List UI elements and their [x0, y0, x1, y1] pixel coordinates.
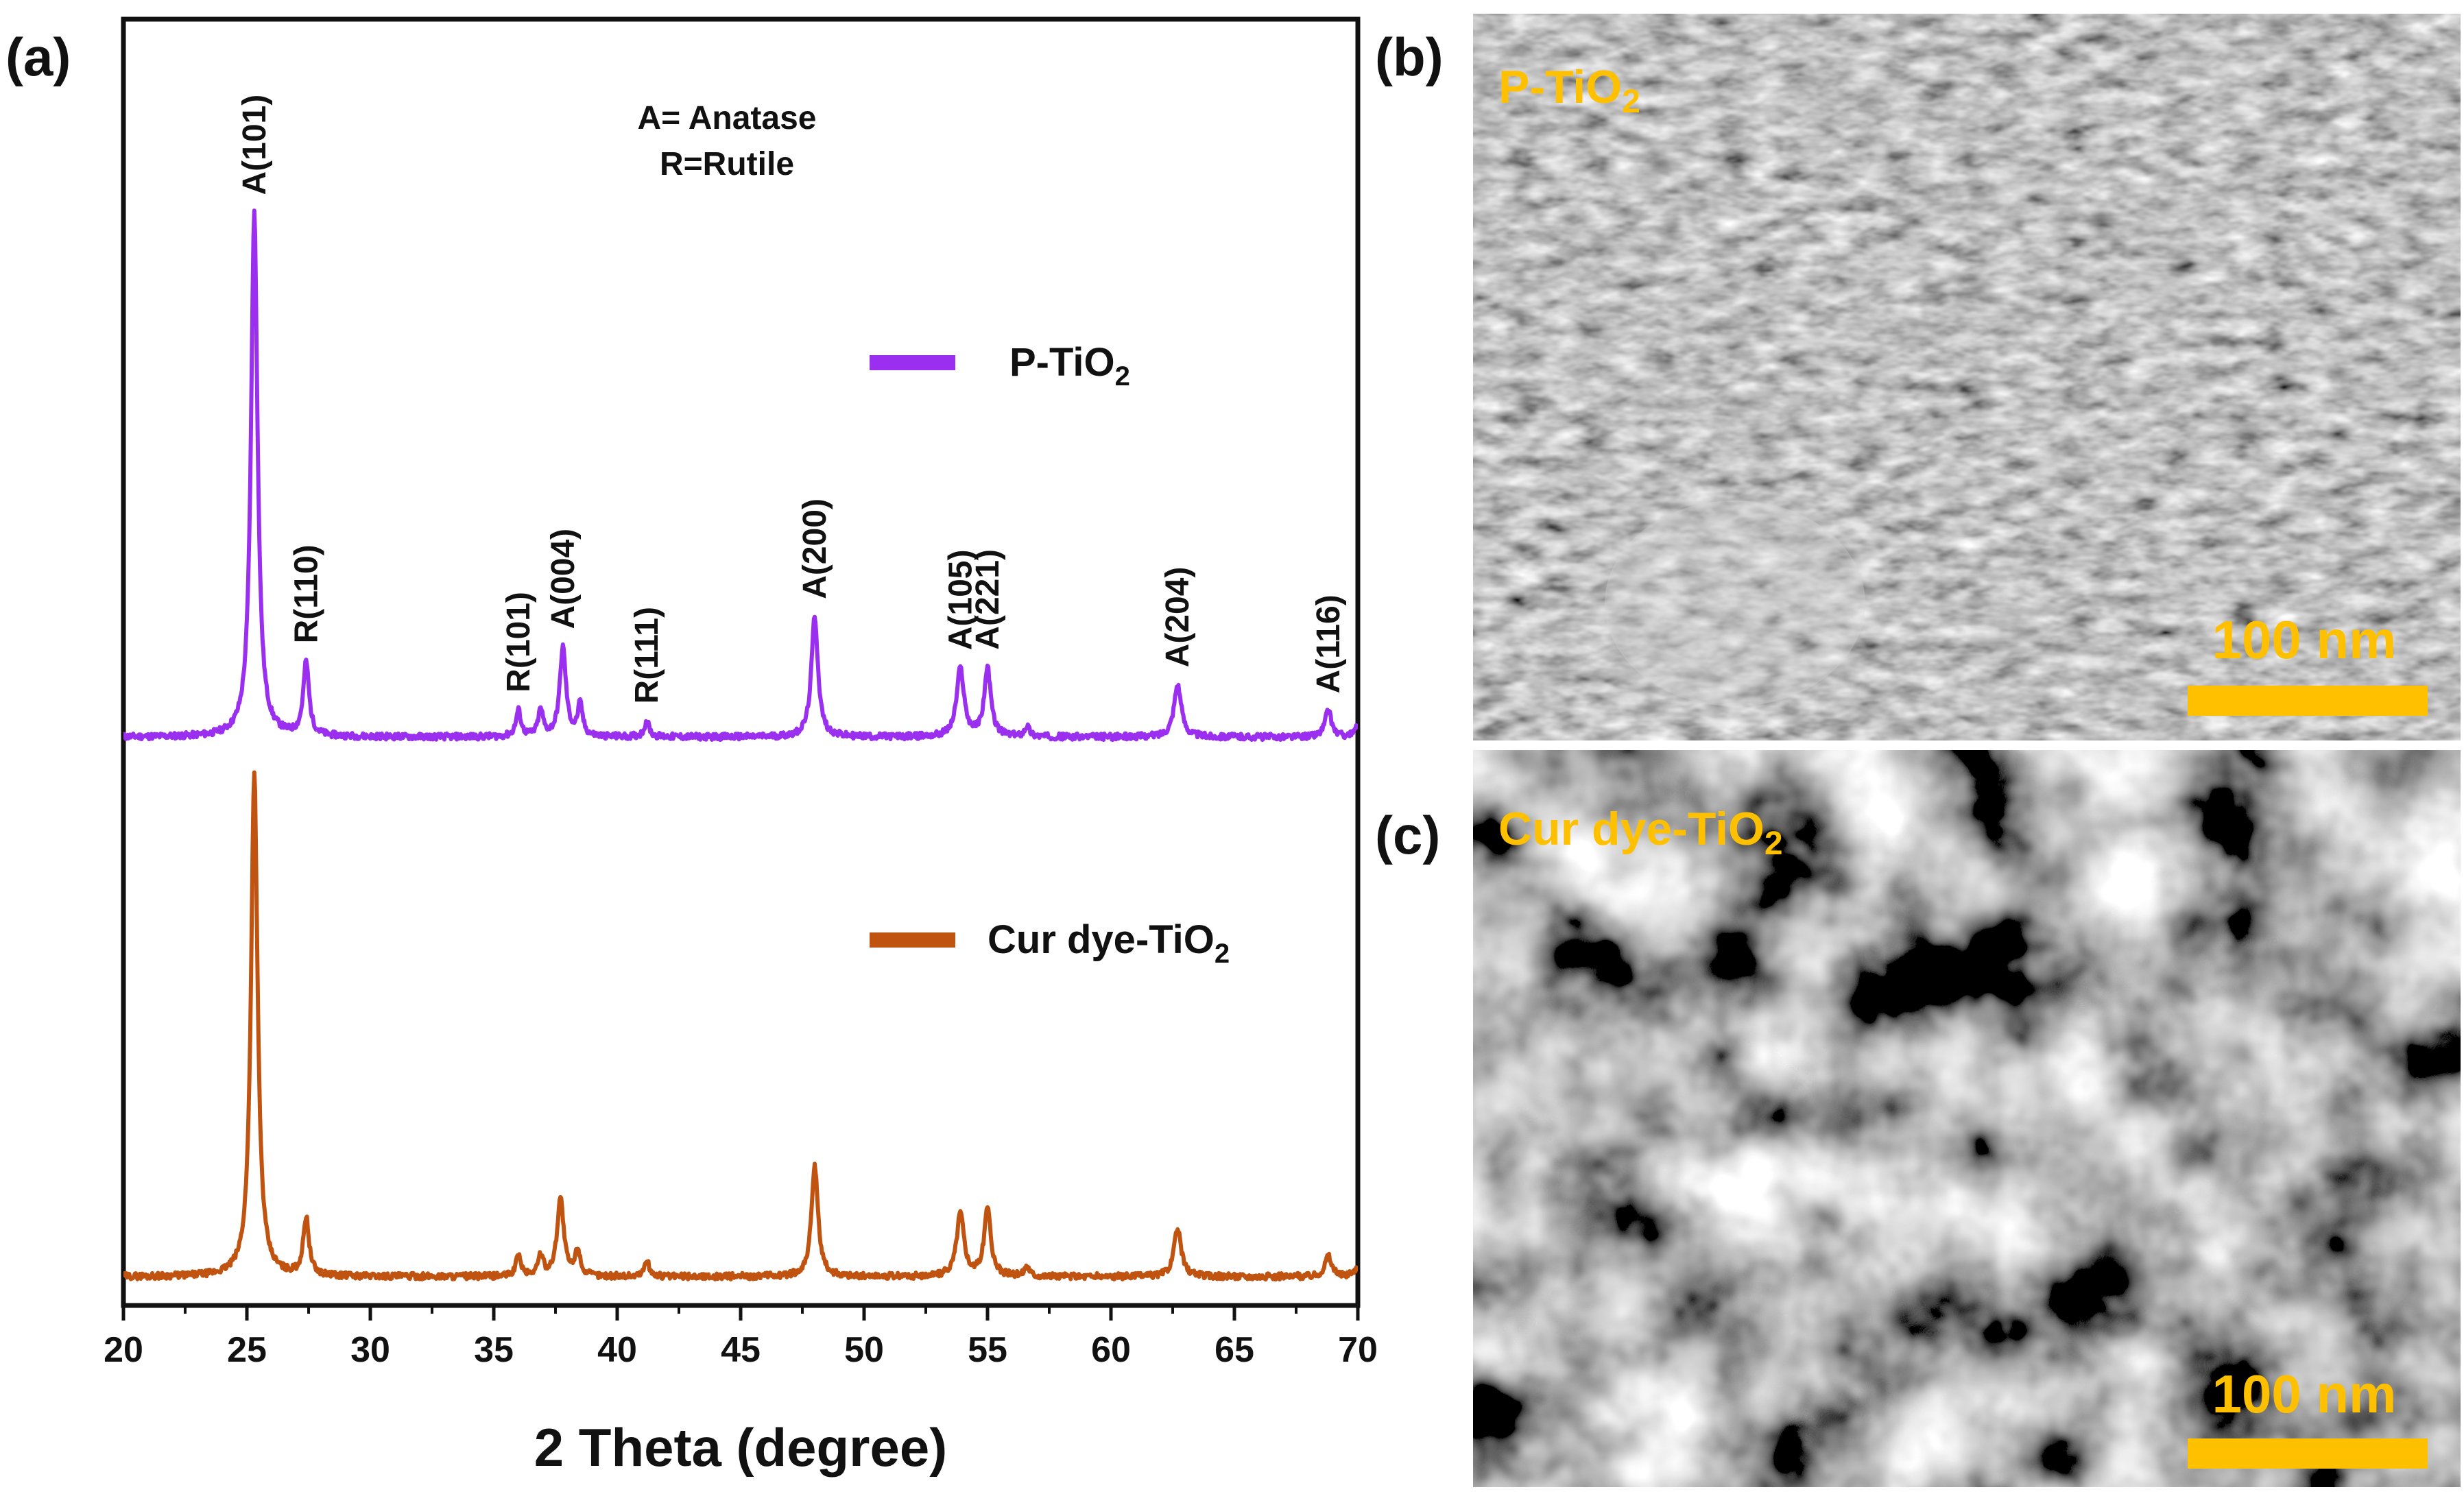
legend-label-cur-dye: Cur dye-TiO2 [988, 917, 1230, 969]
peak-label: A(004) [545, 529, 582, 629]
x-tick-label: 20 [104, 1330, 143, 1370]
x-tick-label: 25 [227, 1330, 267, 1370]
panel-divider [1473, 740, 2461, 750]
sem-title-c: Cur dye-TiO2 [1498, 803, 1783, 862]
peak-label: A(116) [1311, 594, 1347, 693]
peak-label: A(101) [237, 95, 273, 195]
x-tick-label: 35 [474, 1330, 514, 1370]
scale-label-b: 100 nm [2212, 610, 2397, 670]
legend-entry-cur-dye: Cur dye-TiO2 [870, 917, 1230, 969]
peak-label: A(204) [1160, 567, 1196, 668]
peak-label: A(221) [970, 549, 1006, 650]
panel-label-a: (a) [5, 27, 71, 87]
scale-bar-b [2188, 686, 2428, 716]
xrd-chart: 20 25 30 35 40 45 50 55 60 65 70 A(101) R(110) R(101… [104, 16, 1378, 1478]
peak-label: R(110) [288, 544, 324, 643]
annotation-anatase: A= Anatase [638, 100, 817, 136]
legend-swatch-cur-dye [870, 932, 955, 948]
legend-entry-p-tio2: P-TiO2 [870, 340, 1130, 391]
sem-image-cur-dye: Cur dye-TiO2 100 nm [1473, 750, 2461, 1487]
x-tick-label: 60 [1091, 1330, 1131, 1370]
panel-label-b: (b) [1375, 27, 1444, 87]
peak-label: R(111) [629, 607, 665, 703]
sem-texture-c [1473, 750, 2461, 1487]
peak-label: A(200) [797, 498, 833, 599]
sem-bright-cluster-b [1605, 501, 1865, 706]
annotation-rutile: R=Rutile [660, 146, 794, 182]
peak-label: R(101) [501, 592, 537, 692]
scale-bar-c [2188, 1438, 2428, 1469]
sem-title-b: P-TiO2 [1498, 61, 1640, 120]
x-tick-label: 45 [721, 1330, 761, 1370]
x-tick-label: 65 [1215, 1330, 1254, 1370]
sem-image-p-tio2: P-TiO2 100 nm [1473, 14, 2461, 740]
x-tick-label: 40 [597, 1330, 637, 1370]
x-axis-title: 2 Theta (degree) [534, 1417, 947, 1478]
legend-swatch-p-tio2 [870, 355, 955, 370]
sem-texture-b [1473, 14, 2461, 740]
series-line-c [123, 770, 1358, 1282]
x-tick-label: 50 [844, 1330, 884, 1370]
legend-label-p-tio2: P-TiO2 [1009, 340, 1130, 391]
peak-label: A(105) [942, 550, 979, 651]
x-tick-label: 30 [350, 1330, 390, 1370]
series-line-p [123, 208, 1358, 743]
x-tick-label: 55 [968, 1330, 1007, 1370]
scale-label-c: 100 nm [2212, 1364, 2397, 1424]
x-tick-label: 70 [1338, 1330, 1378, 1370]
panel-label-c: (c) [1375, 805, 1440, 865]
